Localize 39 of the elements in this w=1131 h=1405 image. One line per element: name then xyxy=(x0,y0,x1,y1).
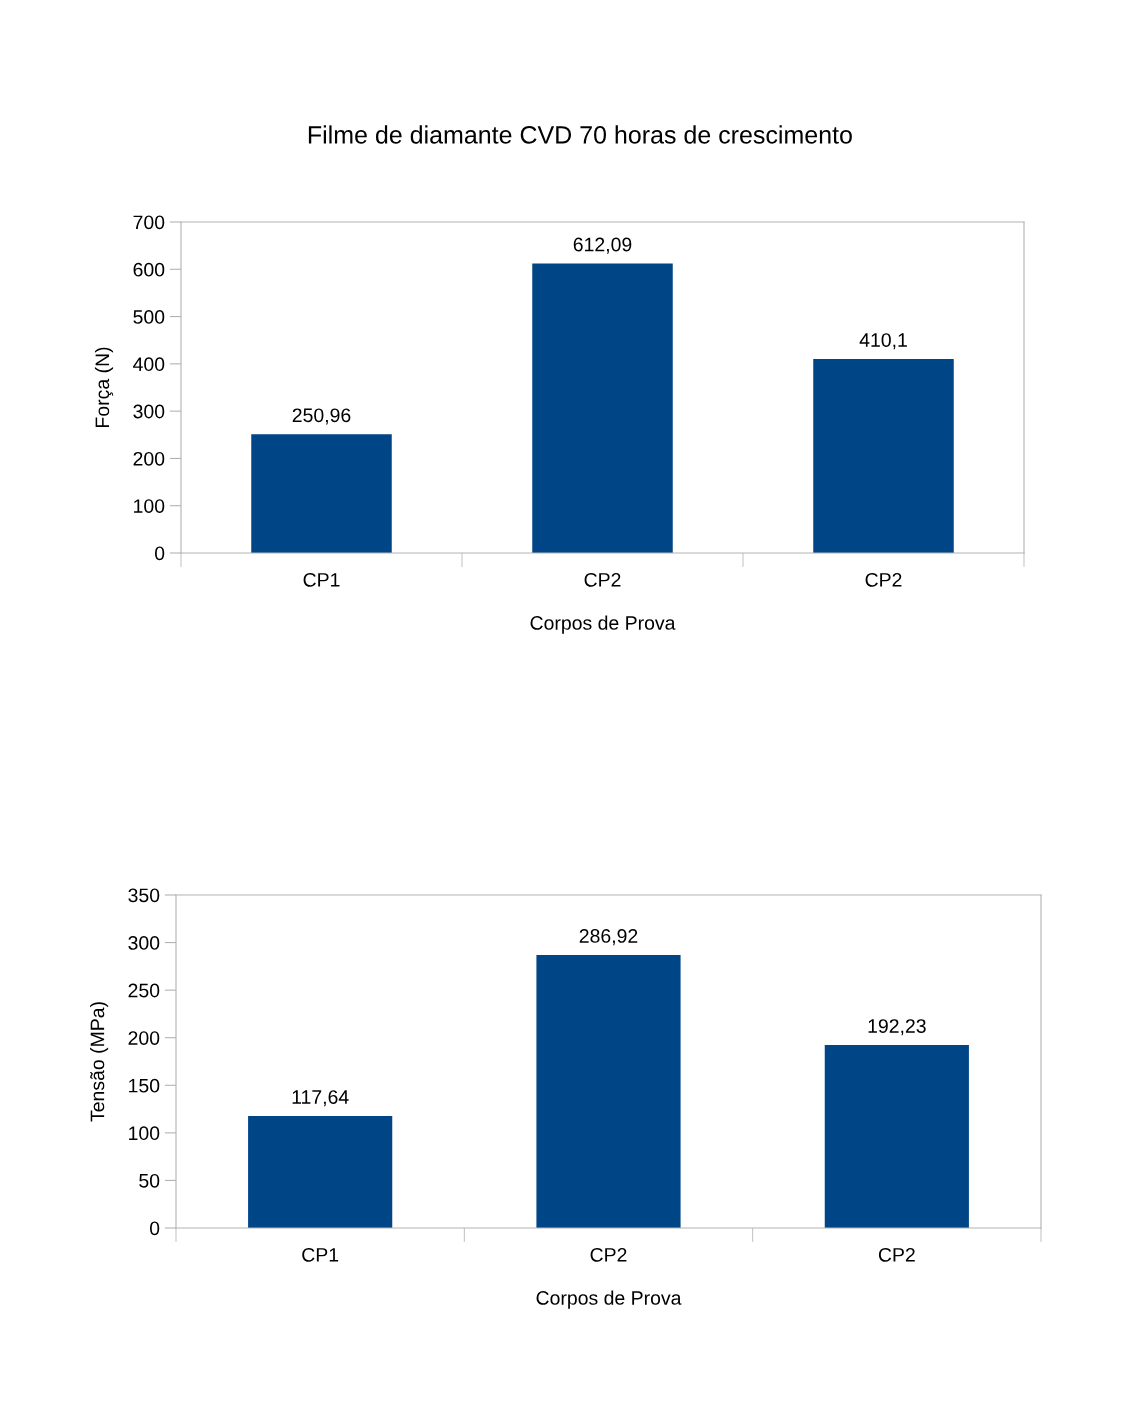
y-axis-title: Força (N) xyxy=(94,347,114,427)
x-tick-label: CP2 xyxy=(584,572,621,587)
y-tick-label: 100 xyxy=(134,499,165,513)
y-tick-label: 700 xyxy=(133,215,165,230)
x-tick-label: CP2 xyxy=(590,1247,627,1262)
y-tick-label: 200 xyxy=(133,451,165,466)
y-tick-label: 400 xyxy=(133,357,165,372)
y-axis-title: Tensão (MPa) xyxy=(90,1002,109,1122)
y-tick-label: 500 xyxy=(133,310,165,324)
data-label: 117,64 xyxy=(292,1090,349,1107)
bar xyxy=(251,434,392,553)
y-tick-label: 300 xyxy=(133,404,165,419)
y-tick-label: 100 xyxy=(129,1126,160,1141)
data-label: 410,1 xyxy=(859,333,907,350)
bar xyxy=(813,359,954,553)
y-tick-label: 150 xyxy=(129,1078,160,1093)
bar xyxy=(824,1045,969,1228)
x-tick-label: CP1 xyxy=(303,572,340,587)
y-tick-label: 250 xyxy=(128,983,160,998)
bar xyxy=(248,1116,393,1228)
y-tick-label: 0 xyxy=(154,546,165,561)
x-tick-label: CP1 xyxy=(302,1247,339,1262)
x-axis-title: Corpos de Prova xyxy=(536,1290,682,1309)
data-label: 612,09 xyxy=(573,237,632,254)
x-tick-label: CP2 xyxy=(878,1247,915,1262)
data-label: 192,23 xyxy=(868,1019,926,1036)
y-tick-label: 350 xyxy=(128,888,160,903)
chart-title: Filme de diamante CVD 70 horas de crescimento xyxy=(308,125,852,144)
bar xyxy=(536,955,681,1228)
data-label: 286,92 xyxy=(579,929,638,946)
bar xyxy=(532,263,673,553)
y-tick-label: 50 xyxy=(139,1173,160,1188)
x-axis-title: Corpos de Prova xyxy=(530,615,676,634)
x-tick-label: CP2 xyxy=(865,572,902,587)
y-tick-label: 300 xyxy=(128,936,160,950)
y-tick-label: 200 xyxy=(128,1031,160,1045)
y-tick-label: 0 xyxy=(149,1221,160,1236)
data-label: 250,96 xyxy=(292,408,351,425)
y-tick-label: 600 xyxy=(133,262,165,277)
